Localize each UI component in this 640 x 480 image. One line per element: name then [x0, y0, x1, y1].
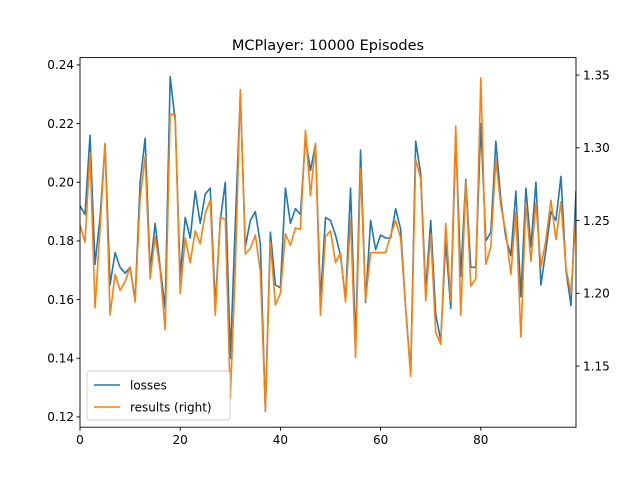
x-tick-label: 40: [273, 433, 288, 447]
y-tick-label: 0.22: [47, 117, 74, 131]
legend: losses results (right): [86, 370, 231, 421]
y2-tick-label: 1.25: [583, 214, 610, 228]
y-tick-label: 0.24: [47, 58, 74, 72]
y-tick-label: 0.18: [47, 234, 74, 248]
series-line-losses: [80, 75, 576, 412]
series-line-results: [80, 77, 576, 411]
y-tick-label: 0.20: [47, 176, 74, 190]
y-tick-label: 0.16: [47, 293, 74, 307]
legend-box: [86, 370, 231, 421]
x-tick-label: 80: [473, 433, 488, 447]
y2-tick-label: 1.20: [583, 287, 610, 301]
legend-label: losses: [130, 378, 167, 392]
x-tick-label: 60: [373, 433, 388, 447]
y2-tick-label: 1.35: [583, 68, 610, 82]
y2-tick-label: 1.30: [583, 141, 610, 155]
series-lines: [80, 75, 576, 412]
plot-frame: [79, 57, 577, 428]
y-tick-label: 0.14: [47, 352, 74, 366]
axes: 0 20 40 60 80 0.12 0.14 0.16 0.18 0.20 0.22 0.24 1.1…: [47, 57, 610, 447]
y-tick-label: 0.12: [47, 410, 74, 424]
y2-tick-label: 1.15: [583, 359, 610, 373]
legend-label: results (right): [130, 400, 212, 414]
x-tick-label: 0: [76, 433, 84, 447]
chart-title: MCPlayer: 10000 Episodes: [232, 38, 424, 54]
x-tick-label: 20: [173, 433, 188, 447]
